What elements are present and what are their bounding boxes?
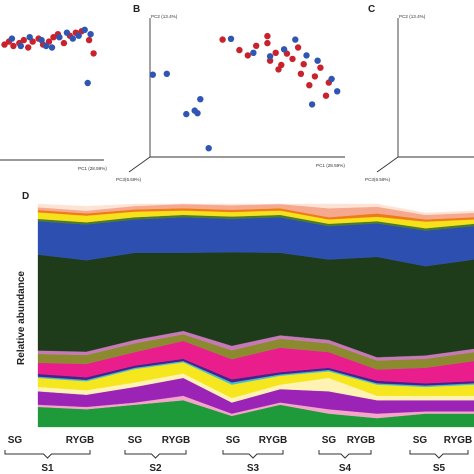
panel-a-point-s1-8 [69, 35, 77, 42]
panel-a-point-s0-5 [25, 44, 32, 51]
panel-d-group-brackets: S1 S2 S3 S4 S5 [4, 450, 469, 474]
panel-b-pc2-label: PC2 (13.4%) [151, 14, 178, 19]
panel-d-group-label-0: S1 [41, 463, 54, 474]
panel-b-point-s0-4 [264, 39, 271, 47]
panel-b-point-s0-3 [253, 42, 260, 49]
panel-b-point-s0-13 [300, 60, 307, 68]
panel-b-point-s0-10 [289, 55, 296, 63]
panel-b-point-s1-6 [205, 145, 212, 152]
panel-c: C PC2 (13.4%) PC3(6.59%) [365, 4, 474, 182]
panel-b-point-s0-16 [317, 64, 324, 71]
panel-a-point-s1-0 [8, 35, 16, 42]
panel-b-point-s0-1 [236, 46, 243, 54]
panel-a-point-s1-7 [63, 29, 71, 36]
panel-d-tick-label-9: RYGB [444, 435, 473, 446]
panel-b-point-s0-5 [272, 49, 279, 56]
panel-b-point-s1-2 [197, 96, 204, 103]
panel-a-point-s0-4 [20, 36, 27, 44]
panel-d-group-label-2: S3 [247, 463, 260, 474]
panel-b: B PC2 (13.4%) PC1 (28.59%) PC3(6.59%) [116, 4, 345, 182]
panel-b-point-s1-0 [149, 71, 156, 78]
panel-a-point-s0-12 [60, 39, 68, 47]
panel-c-pc3-label: PC3(6.59%) [365, 177, 390, 182]
panel-b-point-s1-10 [280, 46, 288, 53]
panel-b-point-s1-7 [227, 35, 235, 42]
panel-d-group-bracket-4 [409, 450, 469, 459]
panel-d-y-axis-label: Relative abundance [16, 271, 27, 365]
panel-b-point-s1-13 [314, 57, 321, 64]
panel-b-point-s1-8 [250, 49, 257, 56]
panel-a-point-s1-5 [48, 44, 56, 51]
panel-d-tick-label-6: SG [322, 435, 337, 446]
panel-a-points [1, 26, 97, 87]
panel-b-point-s0-19 [264, 32, 271, 40]
panel-b-point-s0-12 [297, 70, 305, 78]
panel-b-letter: B [133, 4, 140, 15]
panel-b-point-s1-14 [328, 75, 335, 83]
panel-b-point-s0-6 [266, 57, 274, 64]
panel-a-point-s1-10 [81, 26, 88, 33]
panel-b-pc3-axis [128, 156, 151, 173]
panel-b-point-s1-11 [292, 36, 299, 43]
panel-c-pc2-label: PC2 (13.4%) [399, 14, 426, 19]
panel-b-point-s1-16 [334, 88, 341, 95]
panel-a-point-s0-16 [85, 36, 93, 44]
panel-a-point-s1-2 [26, 34, 33, 41]
panel-d-tick-label-5: RYGB [259, 435, 288, 446]
panel-b-pc3-label: PC3(6.59%) [116, 177, 141, 182]
panel-d-group-bracket-1 [124, 450, 187, 459]
panel-a-point-s1-6 [56, 34, 63, 41]
panel-d-tick-label-3: RYGB [162, 435, 191, 446]
panel-d-group-label-1: S2 [149, 463, 162, 474]
panel-a-point-s1-4 [42, 42, 50, 50]
panel-b-point-s0-14 [306, 82, 313, 89]
panel-d-tick-label-7: RYGB [347, 435, 376, 446]
panel-a-point-s0-17 [90, 50, 97, 57]
panel-a-point-s1-11 [87, 31, 94, 38]
panel-a-point-s1-3 [38, 36, 45, 44]
panel-a: PC1 (28.59%) [0, 26, 107, 171]
panel-d-tick-label-2: SG [128, 435, 143, 446]
panel-d-tick-label-1: RYGB [66, 435, 95, 446]
panel-b-point-s1-12 [303, 52, 310, 59]
panel-b-point-s1-3 [183, 110, 190, 118]
panel-d-group-label-3: S4 [339, 463, 352, 474]
panel-b-point-s0-11 [294, 44, 302, 51]
panel-c-letter: C [368, 4, 375, 15]
panel-d-tick-label-4: SG [226, 435, 241, 446]
panel-c-pc3-axis [376, 156, 399, 173]
panel-d-tick-label-0: SG [8, 435, 23, 446]
panel-d-sample-labels: SG RYGB SG RYGB SG RYGB SG RYGB SG RYGB [8, 435, 472, 446]
panel-a-pc1-label: PC1 (28.59%) [78, 166, 107, 171]
panel-b-points [149, 32, 341, 152]
panel-d-stacked-area [37, 203, 474, 428]
panel-b-point-s0-2 [244, 52, 251, 59]
panel-d-tick-label-8: SG [413, 435, 428, 446]
panel-d-group-label-4: S5 [433, 463, 446, 474]
panel-d-group-bracket-0 [4, 450, 91, 459]
panel-a-point-s0-2 [10, 42, 17, 50]
panel-a-point-s1-1 [17, 42, 24, 50]
panel-b-point-s1-1 [163, 70, 170, 78]
panel-d: D Relative abundance SG RYGB SG RYGB SG RYGB S… [4, 191, 474, 474]
panel-b-pc1-label: PC1 (28.59%) [316, 163, 345, 168]
panel-d-group-bracket-3 [318, 450, 372, 459]
panel-b-point-s1-9 [266, 53, 274, 60]
panel-d-group-bracket-2 [222, 450, 284, 459]
panel-b-point-s0-0 [219, 36, 226, 43]
panel-a-point-s1-9 [75, 32, 82, 39]
panel-b-point-s1-15 [308, 101, 316, 108]
panel-a-point-s1-12 [84, 79, 91, 87]
panel-d-area-layer-16 [37, 203, 474, 216]
panel-b-point-s0-17 [322, 92, 330, 99]
panel-b-point-s1-5 [194, 110, 201, 117]
panel-d-letter: D [22, 191, 29, 202]
panel-b-point-s0-8 [275, 66, 282, 73]
panel-b-point-s0-15 [311, 73, 319, 80]
